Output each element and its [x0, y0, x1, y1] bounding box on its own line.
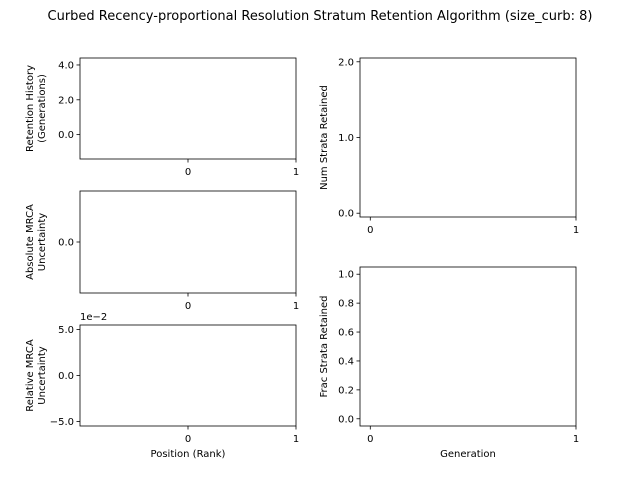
y-tick-label: 0.0 — [58, 130, 74, 141]
subplot-absolute-mrca-uncertainty: 0 1 0.0 Absolute MRCA Uncertainty — [25, 190, 299, 312]
x-axis-label: Position (Rank) — [151, 449, 226, 460]
y-tick-label: 0.0 — [338, 414, 354, 425]
x-tick-label: 1 — [573, 434, 579, 445]
x-tick-label: 0 — [367, 225, 373, 236]
x-tick-label: 0 — [185, 301, 191, 312]
x-tick-label: 1 — [293, 301, 299, 312]
y-axis-label: Retention History — [25, 65, 36, 152]
y-tick-label: 0.4 — [338, 356, 354, 367]
subplot-relative-mrca-uncertainty: 0 1 −5.0 0.0 5.0 1e−2 Relative MRCA Uncertainty… — [25, 312, 299, 460]
subplot-num-strata-retained: 0 1 0.0 1.0 2.0 Num Strata Retained — [319, 57, 579, 236]
y-tick-label: 1.0 — [338, 270, 354, 281]
y-tick-label: 1.0 — [338, 133, 354, 144]
axes-frame — [359, 266, 577, 427]
x-axis-label: Generation — [440, 449, 496, 460]
x-tick-label: 1 — [573, 225, 579, 236]
y-tick-label: −5.0 — [50, 417, 74, 428]
y-tick-label: 4.0 — [58, 60, 74, 71]
y-axis-label: Frac Strata Retained — [319, 296, 330, 398]
axis-offset-text: 1e−2 — [80, 312, 107, 323]
subplots: 0 1 0.0 2.0 4.0 Retention History (Generations… — [25, 57, 579, 460]
subplot-retention-history: 0 1 0.0 2.0 4.0 Retention History (Generations… — [25, 57, 299, 178]
x-tick-label: 0 — [185, 167, 191, 178]
y-axis-label: Absolute MRCA — [25, 204, 36, 280]
y-tick-label: 0.0 — [58, 371, 74, 382]
y-tick-label: 0.8 — [338, 299, 354, 310]
y-axis-label: Relative MRCA — [25, 339, 36, 412]
y-tick-label: 0.0 — [338, 209, 354, 220]
y-tick-label: 0.0 — [58, 238, 74, 249]
x-tick-label: 0 — [367, 434, 373, 445]
y-axis-label: Uncertainty — [37, 346, 48, 405]
y-tick-label: 2.0 — [338, 57, 354, 68]
x-tick-label: 1 — [293, 167, 299, 178]
x-tick-label: 1 — [293, 434, 299, 445]
y-axis-label: Num Strata Retained — [319, 85, 330, 190]
x-tick-label: 0 — [185, 434, 191, 445]
y-axis-label: Uncertainty — [37, 213, 48, 272]
y-tick-label: 2.0 — [58, 95, 74, 106]
figure-title: Curbed Recency-proportional Resolution S… — [48, 9, 593, 24]
subplot-frac-strata-retained: 0 1 0.0 0.2 0.4 0.6 0.8 1.0 Frac Strata Retained… — [319, 266, 579, 460]
y-tick-label: 0.6 — [338, 328, 354, 339]
y-tick-label: 5.0 — [58, 325, 74, 336]
y-tick-label: 0.2 — [338, 385, 354, 396]
y-axis-label: (Generations) — [37, 74, 48, 143]
